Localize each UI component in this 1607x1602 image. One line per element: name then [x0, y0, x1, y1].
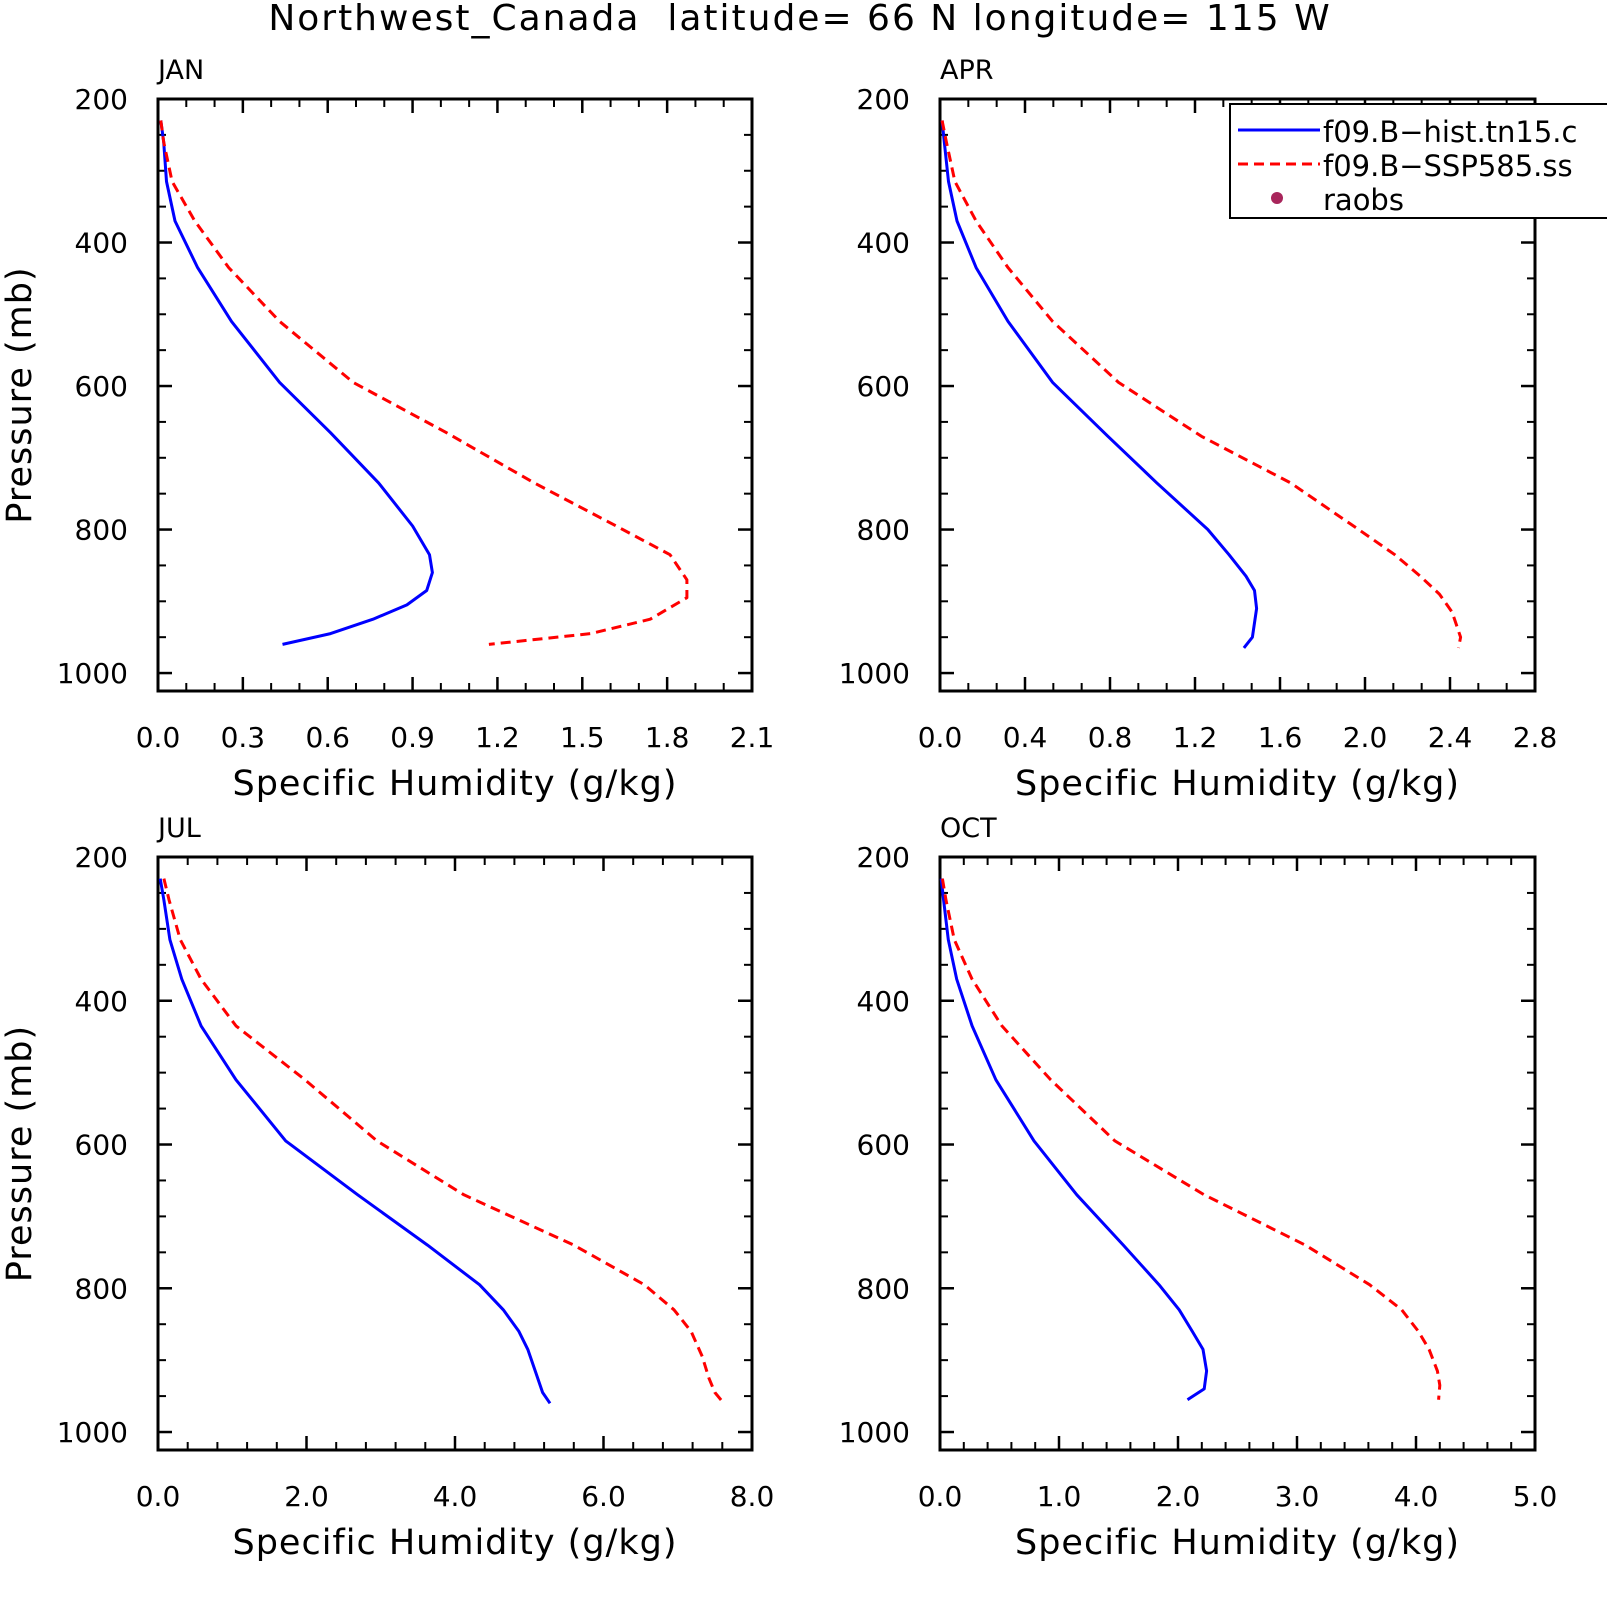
chart-panel-0: 0.0 0.3 0.6 0.9 1.2 1.5 1.8 2.1 200 400 600 800 1000… — [0, 55, 774, 804]
y-tick-label: 200 — [857, 841, 910, 874]
legend-label: f09.B−SSP585.ss — [1323, 149, 1573, 183]
legend-label: f09.B−hist.tn15.c — [1323, 115, 1577, 149]
plot-frame — [938, 855, 1537, 1452]
x-axis-title: Specific Humidity (g/kg) — [233, 764, 678, 804]
y-tick-label: 600 — [857, 370, 910, 403]
x-tick-label: 0.0 — [136, 1480, 181, 1513]
x-axis-title: Specific Humidity (g/kg) — [1015, 1523, 1460, 1563]
series-line-hist — [939, 878, 1209, 1401]
x-tick-label: 2.0 — [1343, 721, 1388, 754]
y-tick-label: 800 — [857, 514, 910, 547]
y-tick-label: 200 — [75, 83, 128, 116]
panel-label: OCT — [940, 813, 997, 844]
panel-label: JUL — [156, 813, 201, 844]
x-tick-label: 4.0 — [433, 1480, 478, 1513]
x-tick-label: 1.0 — [1037, 1480, 1082, 1513]
x-axis-title: Specific Humidity (g/kg) — [233, 1523, 678, 1563]
y-axis-title: Pressure (mb) — [0, 1025, 40, 1282]
x-tick-label: 1.8 — [645, 721, 690, 754]
x-tick-label: 0.0 — [136, 721, 181, 754]
y-tick-label: 200 — [857, 83, 910, 116]
x-tick-label: 8.0 — [730, 1480, 775, 1513]
y-tick-label: 800 — [75, 1272, 128, 1305]
panel-label: APR — [940, 55, 994, 86]
y-tick-label: 1000 — [839, 657, 910, 690]
x-tick-label: 1.2 — [475, 721, 520, 754]
x-tick-label: 0.8 — [1088, 721, 1133, 754]
x-tick-label: 2.1 — [730, 721, 775, 754]
series-line-hist — [158, 878, 552, 1405]
y-tick-label: 1000 — [57, 657, 128, 690]
y-axis-title: Pressure (mb) — [0, 266, 40, 523]
chart-panel-2: 0.0 2.0 4.0 6.0 8.0 200 400 600 800 1000 JUL Specif… — [0, 813, 774, 1563]
y-tick-label: 600 — [75, 370, 128, 403]
chart-panel-3: 0.0 1.0 2.0 3.0 4.0 5.0 200 400 600 800 1000 OCT Spe… — [839, 813, 1558, 1563]
series-line-ssp585 — [159, 120, 689, 646]
panels-group: 0.0 0.3 0.6 0.9 1.2 1.5 1.8 2.1 200 400 600 800 1000… — [0, 55, 1557, 1563]
series-line-ssp585 — [940, 120, 1463, 649]
y-tick-label: 200 — [75, 841, 128, 874]
x-tick-label: 4.0 — [1394, 1480, 1439, 1513]
x-tick-label: 0.0 — [918, 1480, 963, 1513]
x-tick-label: 0.4 — [1003, 721, 1048, 754]
y-tick-label: 1000 — [57, 1416, 128, 1449]
y-tick-label: 400 — [75, 985, 128, 1018]
legend-marker-raobs — [1271, 192, 1283, 204]
series-line-ssp585 — [940, 878, 1442, 1400]
legend-box — [1229, 103, 1607, 219]
series-line-hist — [940, 120, 1259, 649]
series-line-ssp585 — [162, 878, 725, 1405]
x-tick-label: 2.8 — [1513, 721, 1558, 754]
legend-label: raobs — [1323, 183, 1404, 217]
y-tick-label: 1000 — [839, 1416, 910, 1449]
y-tick-label: 400 — [857, 227, 910, 260]
x-tick-label: 6.0 — [581, 1480, 626, 1513]
plot-frame — [938, 97, 1537, 693]
x-tick-label: 2.0 — [1156, 1480, 1201, 1513]
y-tick-label: 400 — [75, 227, 128, 260]
figure-title: Northwest_Canada latitude= 66 N longitud… — [268, 0, 1331, 39]
x-axis-title: Specific Humidity (g/kg) — [1015, 764, 1460, 804]
x-tick-label: 1.2 — [1173, 721, 1218, 754]
x-tick-label: 1.5 — [560, 721, 605, 754]
x-tick-label: 0.9 — [390, 721, 435, 754]
series-line-hist — [159, 120, 434, 646]
y-tick-label: 600 — [75, 1129, 128, 1162]
x-tick-label: 2.4 — [1428, 721, 1473, 754]
x-tick-label: 5.0 — [1513, 1480, 1558, 1513]
x-tick-label: 0.3 — [221, 721, 266, 754]
plot-frame — [156, 97, 754, 693]
x-tick-label: 1.6 — [1258, 721, 1303, 754]
x-tick-label: 3.0 — [1275, 1480, 1320, 1513]
y-tick-label: 800 — [75, 514, 128, 547]
x-tick-label: 0.6 — [305, 721, 350, 754]
y-tick-label: 600 — [857, 1129, 910, 1162]
x-tick-label: 0.0 — [918, 721, 963, 754]
plot-frame — [156, 855, 754, 1452]
y-tick-label: 400 — [857, 985, 910, 1018]
x-tick-label: 2.0 — [284, 1480, 329, 1513]
panel-label: JAN — [156, 55, 204, 86]
y-tick-label: 800 — [857, 1272, 910, 1305]
